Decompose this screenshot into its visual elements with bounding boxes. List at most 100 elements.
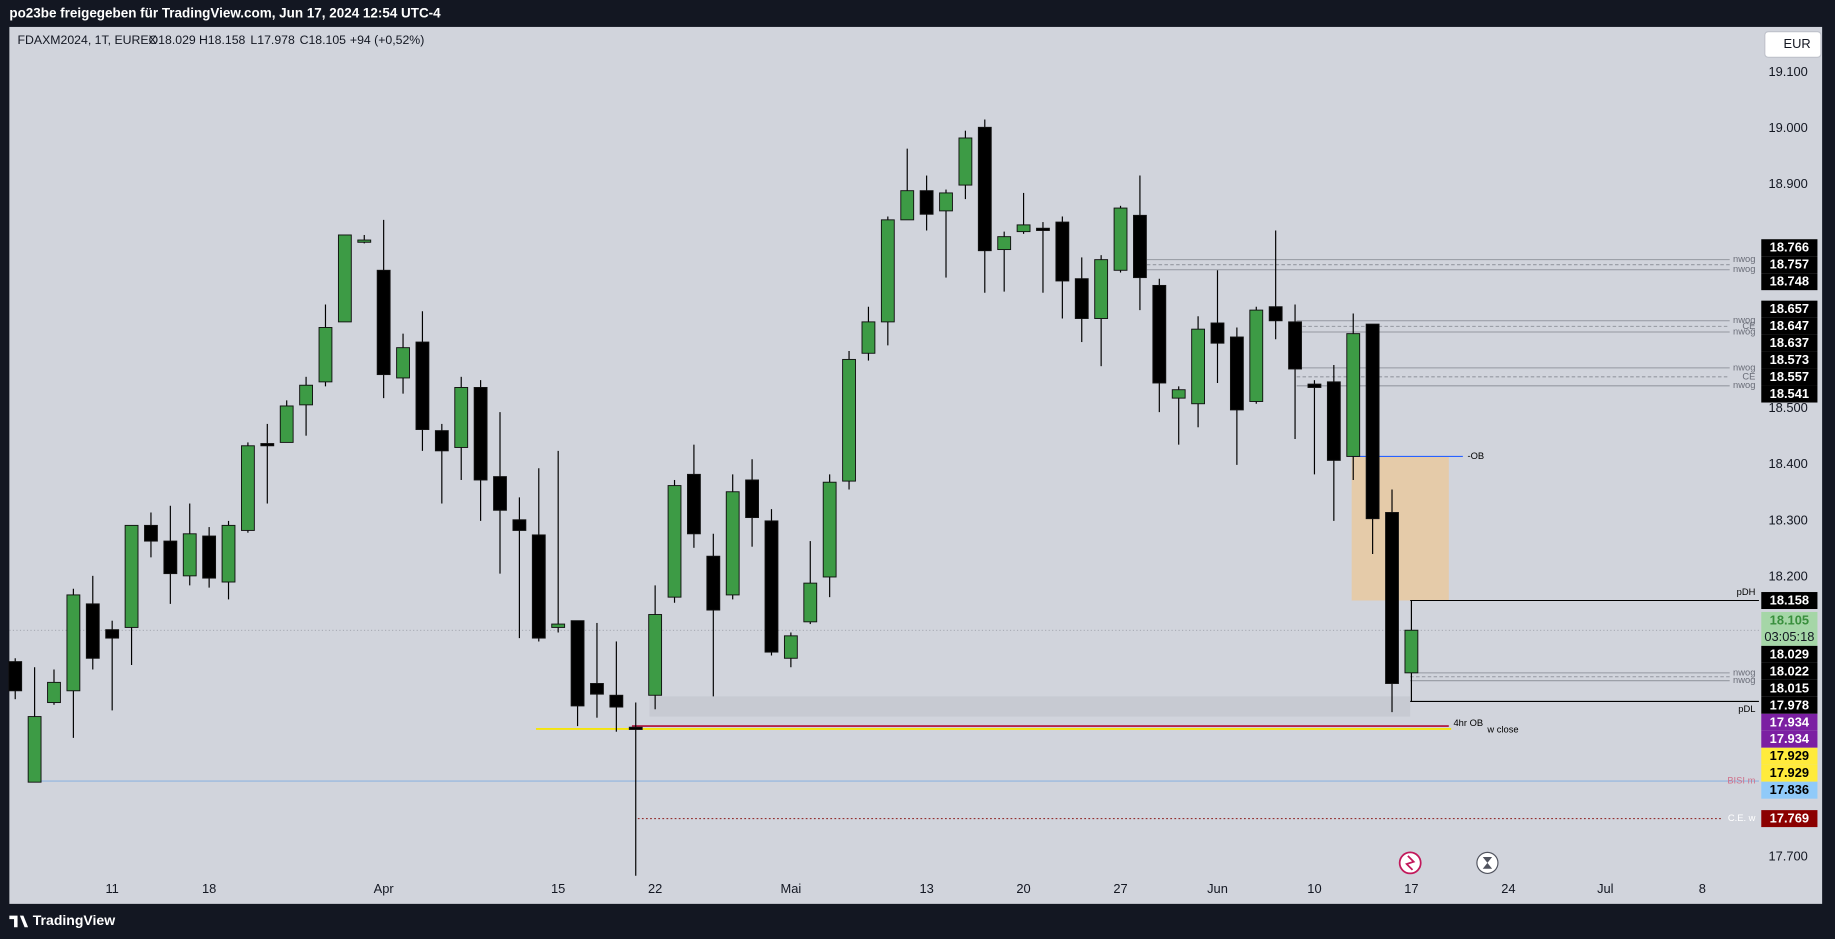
candle-body (47, 681, 61, 704)
candle-body (1229, 336, 1244, 411)
candle-body (415, 341, 430, 430)
candle-body (318, 327, 333, 383)
candle-body (1094, 259, 1109, 319)
price-badge-label: 18.647 (1770, 318, 1809, 333)
candle-body (803, 582, 818, 623)
brand-name[interactable]: TradingView (33, 912, 115, 928)
time-tick-label: 20 (1016, 881, 1030, 896)
time-tick-label: Mai (781, 881, 802, 896)
candle-body (144, 524, 158, 542)
candle-body (667, 485, 682, 598)
candle-body (202, 535, 217, 579)
candle-body (1307, 383, 1322, 388)
level-label: CE (1742, 321, 1755, 331)
legend-high: H18.158 (199, 33, 246, 47)
candle-body (1074, 278, 1089, 319)
timer-icon-circle[interactable] (1476, 851, 1499, 875)
price-badge (1761, 300, 1818, 318)
level-label: 4hr OB (1453, 718, 1483, 728)
candle-body (357, 239, 372, 243)
level-label: nwog (1733, 315, 1755, 325)
candle-body (842, 358, 856, 482)
event-icon[interactable] (1398, 851, 1422, 875)
timer-icon-glyph[interactable] (1482, 857, 1493, 869)
time-tick-label: 8 (1699, 881, 1706, 896)
candle-body (454, 387, 469, 448)
price-badge-label: 18.766 (1770, 240, 1809, 255)
candle-body (221, 524, 236, 583)
candle-body (900, 190, 915, 221)
event-icon-glyph[interactable] (1405, 855, 1416, 871)
candle-body (1385, 512, 1399, 684)
time-tick-label: 11 (105, 881, 118, 896)
footer-logo[interactable]: TradingView (9, 912, 115, 928)
candle-body (687, 473, 701, 535)
price-badge (1761, 810, 1818, 828)
zone (649, 696, 1411, 717)
candle-body (279, 405, 294, 443)
candle-body (1152, 284, 1167, 384)
level-label: pDH (1737, 587, 1756, 597)
level-label: C.E. w (1728, 813, 1756, 823)
candle-body (124, 524, 139, 628)
price-badge-label: 17.929 (1770, 748, 1809, 763)
candle-body (648, 614, 663, 696)
currency-label[interactable]: EUR (1784, 36, 1811, 51)
candle-body (1249, 309, 1264, 402)
price-tick-label: 19.100 (1769, 64, 1808, 79)
time-tick-label: 15 (551, 881, 565, 896)
level-label: nwog (1733, 264, 1755, 274)
level-label: pDL (1738, 704, 1755, 714)
price-badge (1761, 764, 1818, 782)
candle-body (260, 443, 275, 447)
legend-low: L17.978 (250, 33, 295, 47)
candle-body (473, 387, 488, 481)
candle-body (609, 694, 624, 708)
candle-body (1210, 322, 1225, 344)
candle-body (163, 540, 178, 575)
candle-body (570, 620, 585, 707)
candle-body (861, 321, 876, 354)
candle-body (1346, 333, 1361, 457)
price-tick-label: 18.500 (1769, 400, 1808, 415)
candle-body (493, 476, 507, 511)
timer-icon[interactable] (1476, 851, 1499, 875)
price-badge (1761, 256, 1818, 274)
candle-body (725, 491, 740, 596)
candle-body (85, 603, 100, 659)
candle-body (1036, 227, 1050, 231)
price-badge-label: 18.757 (1770, 257, 1809, 272)
candle-body (8, 661, 23, 692)
candle-body (1113, 207, 1128, 271)
candle-body (551, 623, 566, 628)
price-badge (1761, 317, 1818, 335)
logo-glyph[interactable] (9, 915, 29, 928)
price-tick-label: 18.300 (1769, 512, 1808, 527)
currency-button[interactable] (1764, 31, 1822, 58)
time-tick-label: Jun (1207, 881, 1228, 896)
candle-body (241, 445, 255, 531)
price-badge (1761, 781, 1818, 799)
candle-body (434, 430, 449, 452)
legend-open: O18.029 (149, 33, 196, 47)
countdown-label: 03:05:18 (1764, 629, 1814, 644)
candle-body (822, 481, 837, 578)
level-label: BISI m (1727, 776, 1755, 786)
candle-body (1404, 629, 1419, 674)
price-badge (1761, 713, 1818, 731)
price-badge-label: 18.657 (1770, 301, 1809, 316)
price-badge-label: 18.637 (1770, 335, 1809, 350)
time-tick-label: 10 (1307, 881, 1321, 896)
price-badge-label: 18.158 (1770, 593, 1809, 608)
candle-body (1133, 214, 1147, 279)
candle-body (764, 520, 779, 653)
price-badge-label: 18.015 (1770, 680, 1809, 695)
price-badge (1761, 679, 1818, 697)
candles-layer (8, 119, 1419, 876)
price-badge-label: 18.105 (1770, 612, 1809, 627)
level-label: nwog (1733, 326, 1755, 336)
axis-layer: 17.700 18.200 18.300 18.400 18.500 18.900 19.0… (105, 64, 1807, 896)
price-badge-label: 18.541 (1770, 386, 1809, 401)
candle-body (783, 635, 798, 659)
